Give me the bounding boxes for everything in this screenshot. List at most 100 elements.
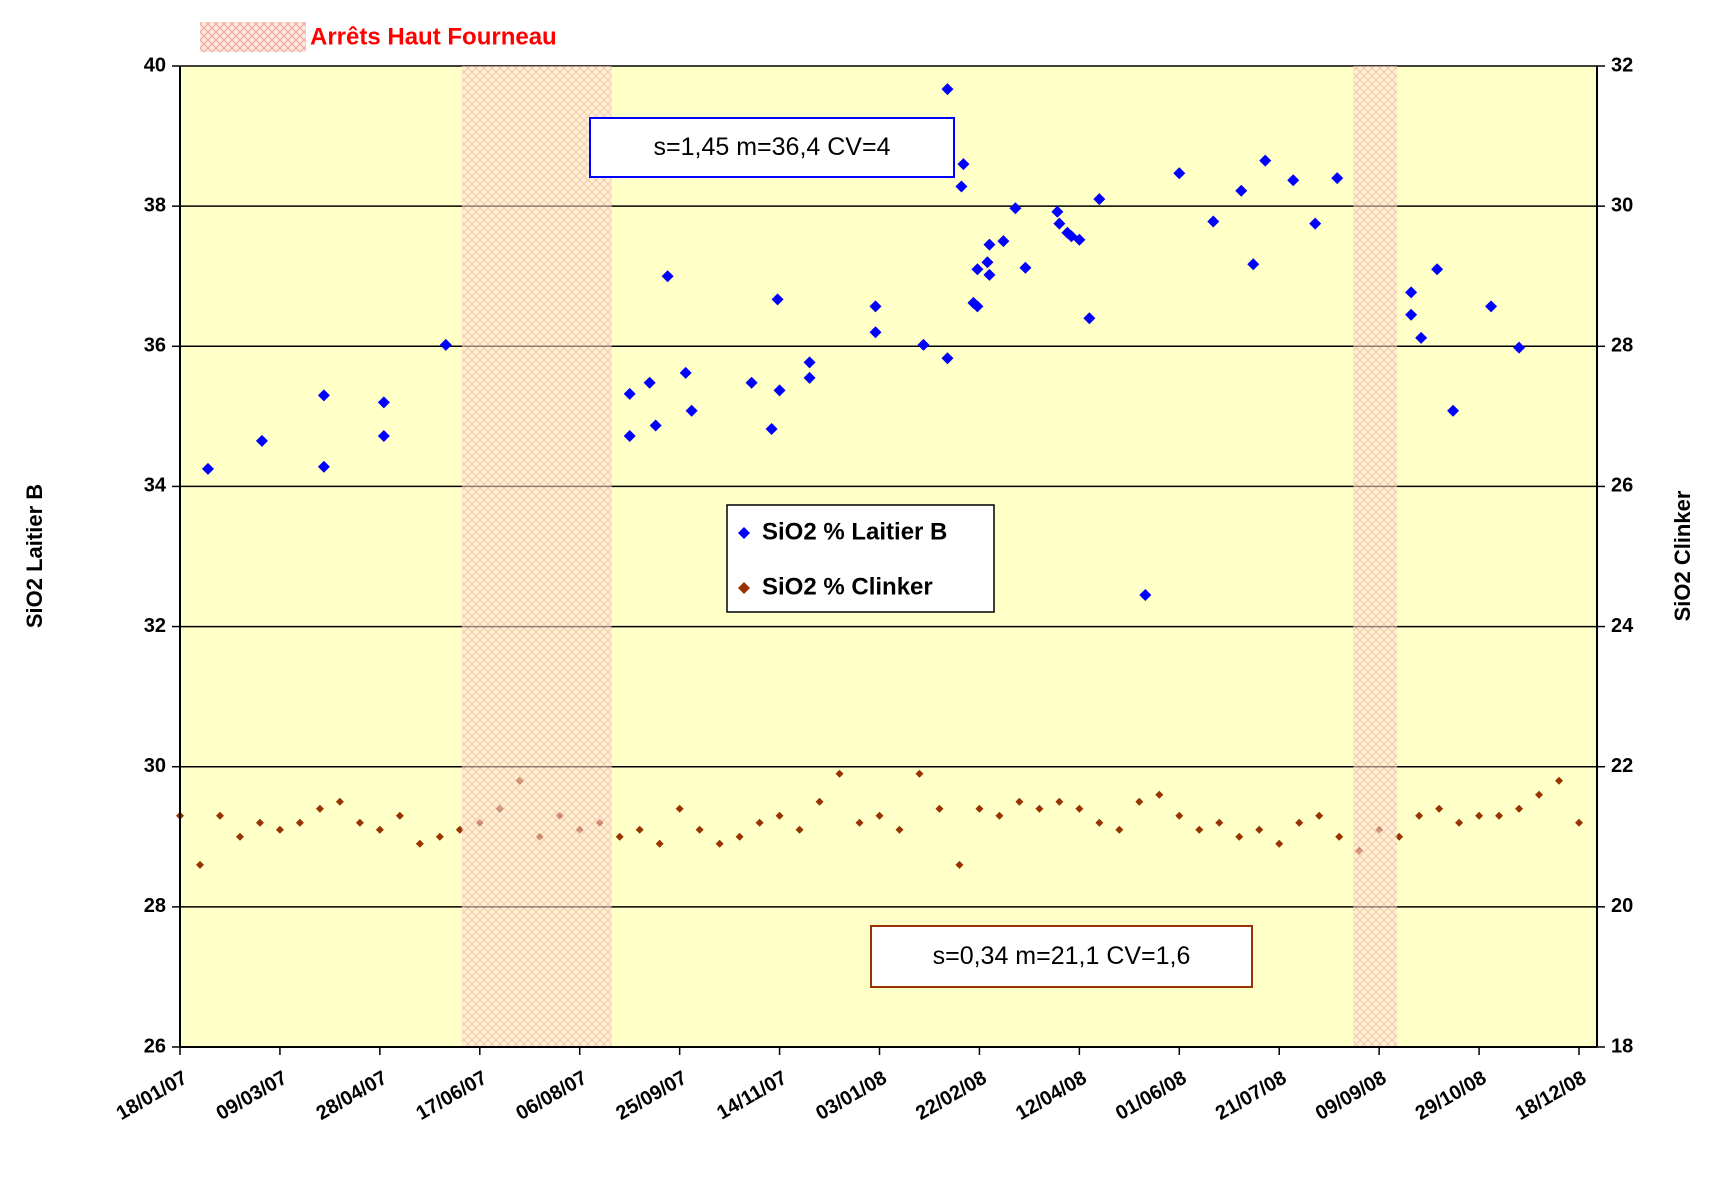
point <box>1155 790 1164 799</box>
point <box>295 818 304 827</box>
point <box>1053 217 1066 230</box>
point <box>745 376 758 389</box>
point <box>815 797 824 806</box>
y2-tick-label: 22 <box>1611 755 1633 777</box>
point <box>395 811 404 820</box>
point <box>1535 790 1544 799</box>
point <box>1275 839 1284 848</box>
point <box>835 769 844 778</box>
y2-tick-label: 24 <box>1611 615 1634 637</box>
point <box>735 832 744 841</box>
point <box>869 326 882 339</box>
point <box>415 839 424 848</box>
point <box>803 371 816 384</box>
point <box>1035 804 1044 813</box>
point <box>1173 167 1186 180</box>
x-tick-label: 17/06/07 <box>413 1067 491 1125</box>
point <box>755 818 764 827</box>
y-tick-label: 30 <box>144 755 166 777</box>
x-tick-label: 09/09/08 <box>1312 1067 1390 1125</box>
point <box>775 811 784 820</box>
y-tick-label: 36 <box>144 335 166 357</box>
point <box>375 825 384 834</box>
y-axis-title: SiO2 Laitier B <box>22 484 47 628</box>
point <box>895 825 904 834</box>
point <box>955 860 964 869</box>
point <box>1019 261 1032 274</box>
y2-tick-label: 20 <box>1611 895 1633 917</box>
legend-label: SiO2 % Laitier B <box>762 518 947 545</box>
point <box>935 804 944 813</box>
y2-tick-label: 30 <box>1611 194 1633 216</box>
y-tick-label: 26 <box>144 1035 166 1057</box>
point <box>315 804 324 813</box>
x-tick-label: 21/07/08 <box>1212 1067 1290 1125</box>
point <box>335 797 344 806</box>
point <box>983 238 996 251</box>
x-tick-label: 28/04/07 <box>313 1067 391 1125</box>
point <box>235 832 244 841</box>
point <box>1431 263 1444 276</box>
x-tick-label: 29/10/08 <box>1412 1067 1490 1125</box>
point <box>623 429 636 442</box>
shutdown-swatch <box>200 22 306 52</box>
point <box>1315 811 1324 820</box>
y2-tick-label: 26 <box>1611 475 1633 497</box>
point <box>875 811 884 820</box>
point <box>803 356 816 369</box>
point <box>917 338 930 351</box>
shutdown-period <box>461 66 612 1047</box>
point <box>1009 202 1022 215</box>
point <box>771 293 784 306</box>
annotation-box <box>870 925 1253 988</box>
point <box>1073 233 1086 246</box>
point <box>975 804 984 813</box>
x-tick-label: 25/09/07 <box>612 1067 690 1125</box>
point <box>1475 811 1484 820</box>
point <box>317 460 330 473</box>
point <box>435 832 444 841</box>
point <box>971 300 984 313</box>
point <box>1485 300 1498 313</box>
point <box>201 462 214 475</box>
point <box>1513 341 1526 354</box>
point <box>1331 172 1344 185</box>
point <box>915 769 924 778</box>
point <box>1207 215 1220 228</box>
point <box>643 376 656 389</box>
x-tick-label: 06/08/07 <box>512 1067 590 1125</box>
point <box>1255 825 1264 834</box>
point <box>377 396 390 409</box>
point <box>195 860 204 869</box>
point <box>795 825 804 834</box>
point <box>1415 811 1424 820</box>
point <box>957 158 970 171</box>
point <box>655 839 664 848</box>
point <box>1495 811 1504 820</box>
point <box>941 352 954 365</box>
x-tick-label: 12/04/08 <box>1012 1067 1090 1125</box>
y-tick-label: 32 <box>144 615 166 637</box>
x-tick-label: 01/06/08 <box>1112 1067 1190 1125</box>
point <box>1287 174 1300 187</box>
legend <box>726 504 995 613</box>
point <box>1139 589 1152 602</box>
point <box>981 256 994 269</box>
y-tick-label: 28 <box>144 895 166 917</box>
x-tick-label: 14/11/07 <box>713 1067 790 1124</box>
point <box>983 268 996 281</box>
point <box>1235 832 1244 841</box>
y-tick-label: 40 <box>144 54 166 76</box>
point <box>1247 258 1260 271</box>
legend-marker <box>738 582 750 594</box>
point <box>715 839 724 848</box>
point <box>1575 818 1584 827</box>
point <box>317 389 330 402</box>
annotation: s=0,34 m=21,1 CV=1,6 <box>933 942 1191 970</box>
point <box>685 404 698 417</box>
point <box>1405 308 1418 321</box>
x-tick-label: 18/12/08 <box>1512 1067 1590 1125</box>
annotation: s=1,45 m=36,4 CV=4 <box>654 133 891 161</box>
point <box>695 825 704 834</box>
